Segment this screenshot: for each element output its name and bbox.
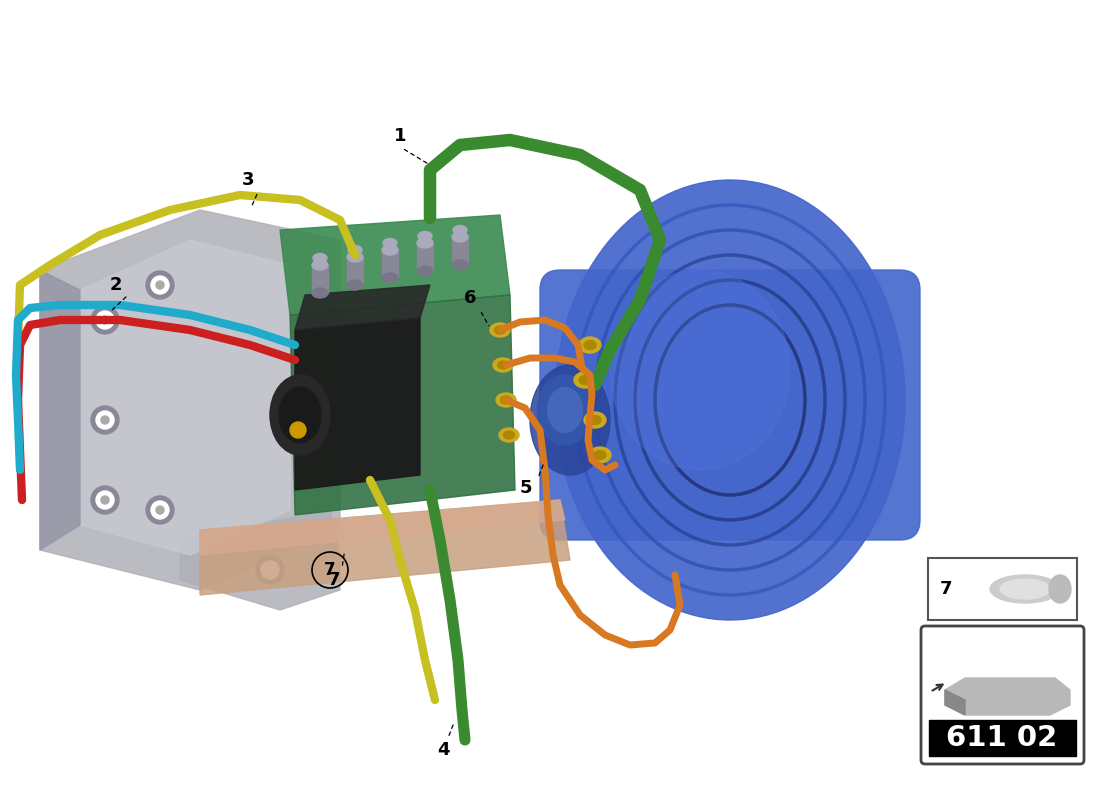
Bar	[312, 265, 328, 293]
Text: 611 02: 611 02	[946, 724, 1057, 752]
Circle shape	[101, 496, 109, 504]
Text: 2: 2	[110, 276, 122, 294]
Ellipse shape	[270, 375, 330, 455]
Circle shape	[96, 411, 114, 429]
Bar	[930, 720, 1076, 756]
Circle shape	[96, 491, 114, 509]
Ellipse shape	[530, 365, 610, 475]
Circle shape	[91, 306, 119, 334]
Polygon shape	[200, 500, 570, 595]
Bar	[382, 250, 398, 278]
Ellipse shape	[499, 428, 519, 442]
Polygon shape	[945, 690, 965, 715]
Polygon shape	[290, 295, 515, 515]
Circle shape	[151, 276, 169, 294]
Ellipse shape	[312, 288, 328, 298]
Ellipse shape	[588, 447, 610, 463]
Ellipse shape	[452, 260, 468, 270]
Ellipse shape	[346, 280, 363, 290]
Ellipse shape	[990, 575, 1060, 603]
Circle shape	[151, 501, 169, 519]
Ellipse shape	[574, 372, 596, 388]
Ellipse shape	[495, 326, 506, 334]
Ellipse shape	[497, 361, 508, 369]
Circle shape	[261, 561, 279, 579]
Circle shape	[96, 311, 114, 329]
Ellipse shape	[588, 415, 601, 425]
Circle shape	[146, 271, 174, 299]
Text: 1: 1	[394, 127, 406, 145]
Ellipse shape	[579, 337, 601, 353]
Circle shape	[146, 496, 174, 524]
Circle shape	[156, 281, 164, 289]
Ellipse shape	[538, 375, 593, 445]
Ellipse shape	[314, 254, 327, 262]
Text: 7: 7	[328, 571, 340, 589]
Polygon shape	[180, 510, 340, 610]
Ellipse shape	[418, 231, 432, 241]
Ellipse shape	[417, 266, 433, 276]
Circle shape	[101, 316, 109, 324]
Ellipse shape	[452, 232, 468, 242]
Ellipse shape	[493, 358, 513, 372]
Polygon shape	[200, 500, 565, 555]
Text: res: res	[654, 213, 905, 427]
Bar	[417, 243, 433, 271]
Ellipse shape	[584, 412, 606, 428]
Text: 4: 4	[437, 741, 449, 759]
Circle shape	[256, 556, 284, 584]
Text: since 1985: since 1985	[690, 420, 811, 480]
Ellipse shape	[453, 226, 468, 234]
Ellipse shape	[579, 375, 591, 385]
Circle shape	[91, 406, 119, 434]
Ellipse shape	[594, 450, 606, 459]
Text: jamiesonsmotorparts: jamiesonsmotorparts	[591, 354, 849, 466]
Text: 3: 3	[242, 171, 254, 189]
FancyBboxPatch shape	[928, 558, 1077, 620]
FancyBboxPatch shape	[540, 270, 920, 540]
Text: 7: 7	[324, 561, 336, 579]
Ellipse shape	[1049, 575, 1071, 603]
Ellipse shape	[584, 341, 596, 350]
Bar	[346, 257, 363, 285]
Ellipse shape	[417, 238, 433, 248]
Circle shape	[91, 486, 119, 514]
Ellipse shape	[504, 431, 515, 439]
FancyBboxPatch shape	[921, 626, 1084, 764]
Text: 5: 5	[519, 479, 532, 497]
Ellipse shape	[312, 260, 328, 270]
Ellipse shape	[346, 252, 363, 262]
Ellipse shape	[500, 396, 512, 404]
Ellipse shape	[348, 246, 362, 254]
Ellipse shape	[383, 238, 397, 247]
Circle shape	[156, 506, 164, 514]
Ellipse shape	[279, 387, 321, 443]
Ellipse shape	[548, 387, 583, 433]
Ellipse shape	[496, 393, 516, 407]
Ellipse shape	[490, 323, 510, 337]
Ellipse shape	[382, 273, 398, 283]
Ellipse shape	[382, 245, 398, 255]
Polygon shape	[945, 678, 1070, 715]
Polygon shape	[295, 285, 430, 330]
Polygon shape	[295, 318, 420, 490]
Text: 7: 7	[940, 580, 953, 598]
Polygon shape	[40, 270, 80, 550]
Text: 6: 6	[464, 289, 476, 307]
Bar	[452, 237, 468, 265]
Ellipse shape	[610, 270, 790, 470]
Polygon shape	[40, 210, 340, 590]
Polygon shape	[80, 240, 290, 555]
Circle shape	[290, 422, 306, 438]
Circle shape	[101, 416, 109, 424]
Polygon shape	[280, 215, 510, 315]
Ellipse shape	[1000, 579, 1050, 599]
Ellipse shape	[556, 180, 905, 620]
